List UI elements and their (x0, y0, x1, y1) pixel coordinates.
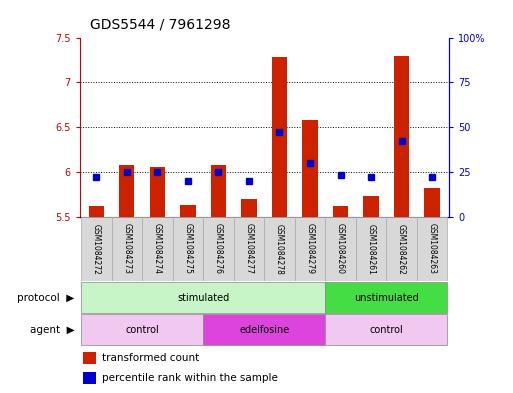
Bar (302, 120, 318, 217)
Text: transformed count: transformed count (102, 353, 199, 363)
Bar (81, 282, 325, 313)
Text: control: control (125, 325, 159, 335)
Bar (172, 217, 203, 281)
Bar (295, 217, 325, 281)
Text: GSM1084276: GSM1084276 (214, 224, 223, 274)
Text: GSM1084274: GSM1084274 (153, 224, 162, 274)
Bar (180, 205, 195, 217)
Bar (119, 165, 134, 217)
Bar (142, 217, 172, 281)
Text: GSM1084261: GSM1084261 (366, 224, 376, 274)
Bar (81, 314, 203, 345)
Text: GSM1084260: GSM1084260 (336, 224, 345, 274)
Bar (272, 57, 287, 217)
Bar (386, 217, 417, 281)
Bar (111, 217, 142, 281)
Text: GSM1084272: GSM1084272 (92, 224, 101, 274)
Text: agent  ▶: agent ▶ (30, 325, 74, 335)
Bar (417, 217, 447, 281)
Text: GSM1084263: GSM1084263 (428, 224, 437, 274)
Bar (356, 217, 386, 281)
Bar (203, 314, 325, 345)
Bar (363, 196, 379, 217)
Text: edelfosine: edelfosine (239, 325, 289, 335)
Bar (325, 217, 356, 281)
Text: GSM1084262: GSM1084262 (397, 224, 406, 274)
Bar (89, 206, 104, 217)
Bar (264, 217, 295, 281)
Bar (81, 217, 111, 281)
Bar (83, 372, 96, 384)
Text: control: control (369, 325, 403, 335)
Text: GSM1084273: GSM1084273 (122, 224, 131, 274)
Text: GDS5544 / 7961298: GDS5544 / 7961298 (90, 18, 230, 32)
Text: stimulated: stimulated (177, 292, 229, 303)
Text: GSM1084277: GSM1084277 (244, 224, 253, 274)
Text: percentile rank within the sample: percentile rank within the sample (102, 373, 278, 383)
Text: unstimulated: unstimulated (354, 292, 419, 303)
Bar (325, 314, 447, 345)
Bar (241, 198, 256, 217)
Bar (424, 188, 440, 217)
Text: GSM1084279: GSM1084279 (305, 224, 314, 274)
Text: GSM1084278: GSM1084278 (275, 224, 284, 274)
Text: protocol  ▶: protocol ▶ (17, 292, 74, 303)
Bar (394, 55, 409, 217)
Text: GSM1084275: GSM1084275 (183, 224, 192, 274)
Bar (150, 167, 165, 217)
Bar (203, 217, 233, 281)
Bar (211, 165, 226, 217)
Bar (83, 352, 96, 364)
Bar (333, 206, 348, 217)
Bar (233, 217, 264, 281)
Bar (325, 282, 447, 313)
